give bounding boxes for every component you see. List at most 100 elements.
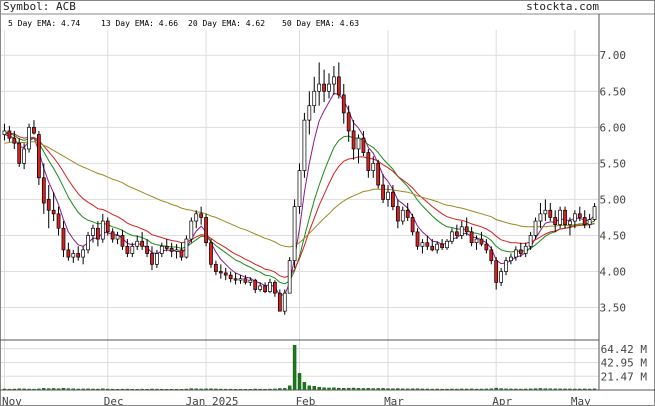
candle [405,203,410,222]
candle [263,282,267,294]
candle [214,260,218,276]
candle [400,206,405,225]
candle-body-up [115,235,120,240]
candle-body-down [223,272,228,276]
price-tick-label: 3.50 [600,302,627,315]
candle [209,239,213,268]
candle-body-down [32,126,36,134]
ema50-line [4,141,595,248]
candle-body-up [400,209,405,222]
candle [386,185,390,207]
candle [150,246,154,271]
candle-body-up [592,206,597,220]
candle-body-up [445,240,449,249]
candle-body-down [322,83,326,92]
candle [533,217,538,240]
candle [450,228,454,245]
candle [273,280,277,297]
candle-body-down [273,281,277,294]
candle-body-up [420,242,425,247]
price-tick-label: 7.00 [600,49,627,62]
candle [268,278,272,294]
candle [577,206,582,222]
candle [223,267,228,281]
candle-body-down [415,231,420,247]
candle [100,213,105,243]
volume-bar [297,373,302,391]
candle [287,257,292,294]
candle-body-down [56,213,61,229]
candle-body-up [435,243,440,251]
ema50-legend: 50 Day EMA: 4.63 [282,19,359,28]
candle-body-down [105,220,110,233]
candle [81,246,86,265]
volume-bar [287,385,292,391]
candle [371,156,376,178]
date-tick-label: May [571,395,591,406]
candle-body-down [46,199,51,211]
candle [361,130,366,157]
candle-body-down [76,253,81,258]
symbol-label: Symbol: ACB [3,0,76,13]
candle [56,206,61,236]
candle [164,239,169,252]
candle [454,224,459,240]
candle [504,257,508,276]
candle-body-up [71,253,76,258]
volume-tick-label: 42.95 M [601,357,648,370]
candle [558,206,562,229]
candle-body-up [474,238,479,244]
candle-body-up [317,83,322,92]
candle-body-up [528,235,533,247]
candle-body-up [130,245,135,254]
candle [415,228,420,250]
date-tick-label: Dec [104,395,124,406]
candle-body-up [302,119,307,171]
candle-body-down [37,134,41,179]
volume-bar [307,385,312,391]
candle [543,199,548,222]
candle-body-down [12,137,17,144]
candle [395,199,400,229]
candle [96,221,100,247]
candle [297,163,302,214]
candle [155,249,159,268]
candle-body-down [164,245,169,249]
candle [238,275,243,284]
candle [248,277,253,286]
candle-body-down [179,249,184,258]
candle [381,174,385,204]
candle-body-down [341,94,346,114]
candle-body-down [489,249,494,262]
ema20-legend: 20 Day EMA: 4.62 [188,19,265,28]
date-tick-label: Feb [296,395,316,406]
candle [130,242,135,258]
candle-body-down [454,231,459,236]
candle-body-down [395,206,400,222]
candle [572,210,577,229]
candle-body-up [282,292,287,312]
candle [302,112,307,178]
candle [51,192,56,222]
candle-body-up [174,249,179,252]
candle-body-down [479,238,484,245]
candle [518,242,523,258]
candle-body-up [184,238,189,258]
candle-body-down [518,249,523,254]
candle [464,217,469,236]
candle-body-up [543,209,548,215]
candle [346,105,351,142]
candle-body-down [277,292,282,312]
candle-body-up [523,245,528,254]
candle [553,210,558,232]
candle [184,235,189,259]
ema5-legend: 5 Day EMA: 4.74 [8,19,80,28]
candle [218,264,223,279]
candle [76,246,81,261]
candle [494,257,499,290]
candle [317,62,322,106]
candle-body-down [145,245,149,254]
candle-body-down [425,242,430,247]
candle-body-down [405,209,410,218]
